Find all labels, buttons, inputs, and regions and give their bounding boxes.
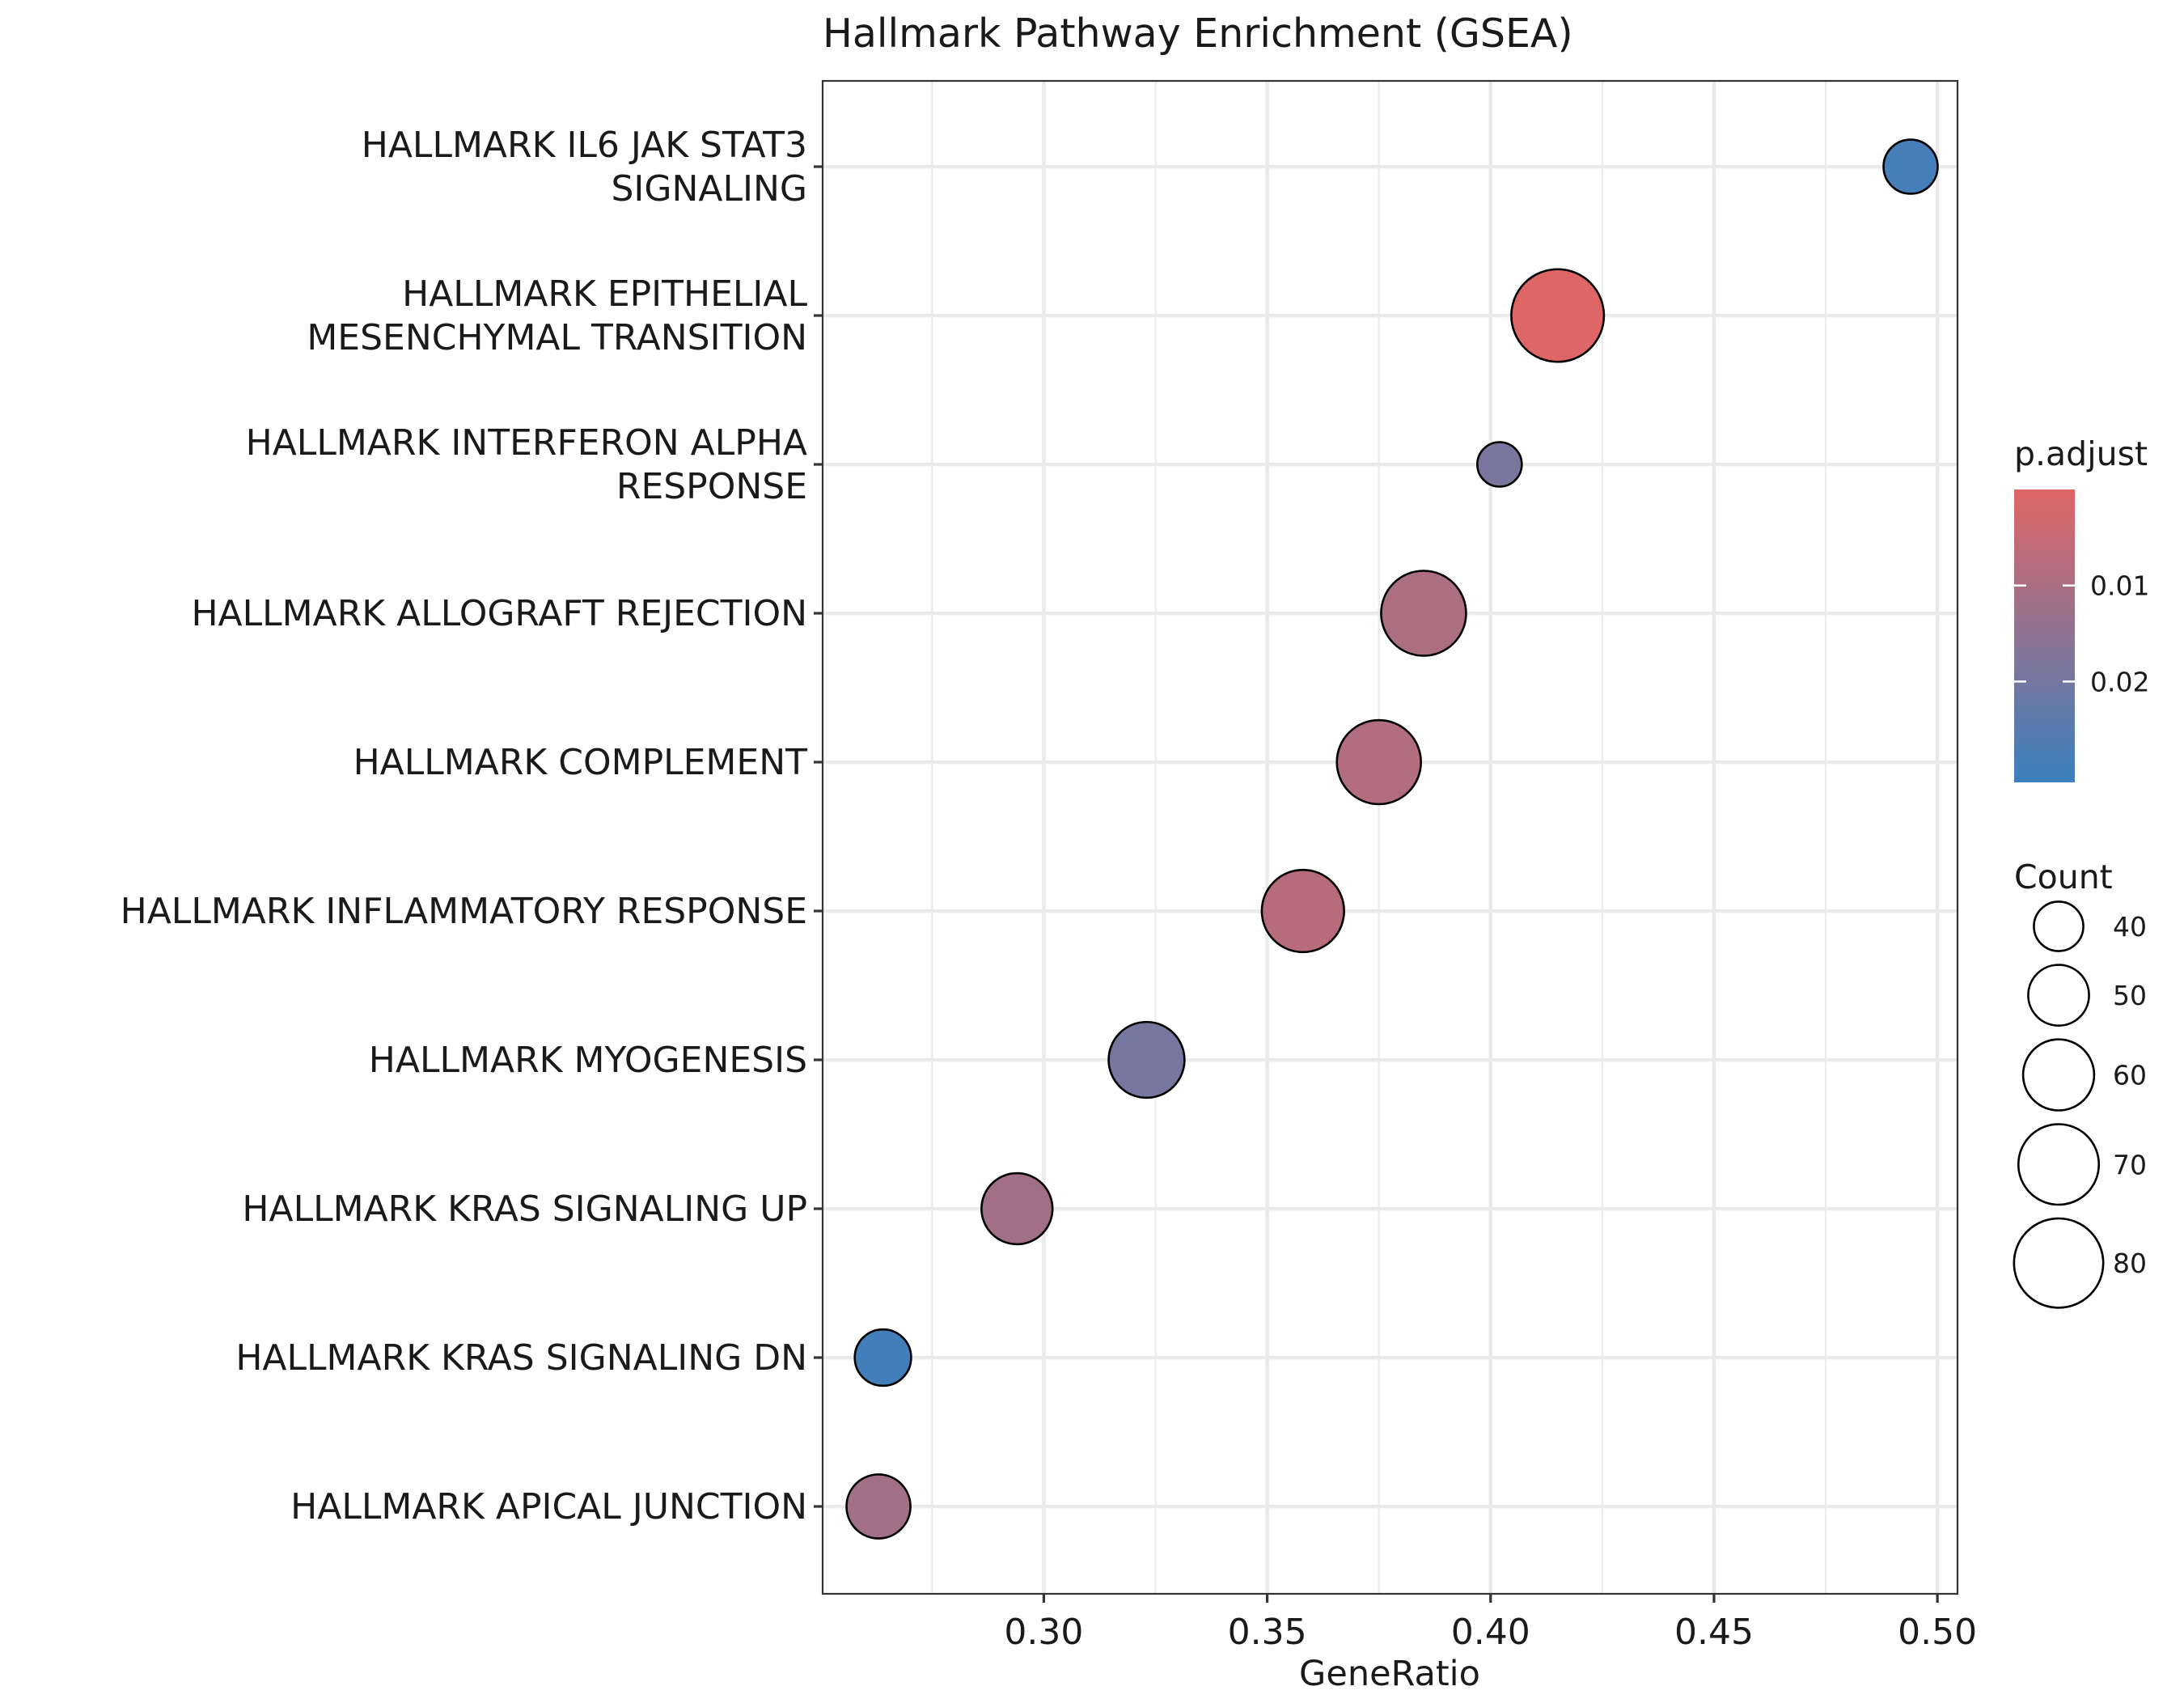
y-tick-label: HALLMARK COMPLEMENT <box>353 742 808 783</box>
size-legend-label: 40 <box>2113 911 2147 943</box>
colorbar-ticks: 0.01 0.02 <box>2014 570 2149 697</box>
chart-title: Hallmark Pathway Enrichment (GSEA) <box>823 11 1573 57</box>
y-tick-label: HALLMARK INTERFERON ALPHA RESPONSE <box>246 422 807 507</box>
x-axis: 0.30 0.35 0.40 0.45 0.50 <box>1004 1594 1977 1653</box>
size-legend: Count 40 50 60 70 80 <box>2013 858 2147 1309</box>
data-point <box>1260 868 1345 954</box>
data-point <box>1107 1020 1186 1099</box>
colorbar-tick-label: 0.02 <box>2090 666 2149 697</box>
size-legend-title: Count <box>2014 858 2113 896</box>
x-tick-label: 0.50 <box>1898 1612 1977 1653</box>
x-tick-label: 0.30 <box>1004 1612 1083 1653</box>
data-point <box>1335 718 1422 806</box>
x-tick-label: 0.40 <box>1451 1612 1530 1653</box>
grid-lines <box>823 81 1958 1594</box>
x-axis-title: GeneRatio <box>1299 1654 1480 1694</box>
x-tick-label: 0.45 <box>1674 1612 1754 1653</box>
data-point <box>980 1172 1054 1246</box>
colorbar-tick-label: 0.01 <box>2090 570 2149 602</box>
data-point <box>1476 441 1523 488</box>
plot-panel-border <box>821 79 1959 1595</box>
size-legend-key <box>2021 1038 2096 1112</box>
y-tick-label: HALLMARK APICAL JUNCTION <box>290 1486 807 1527</box>
size-legend-key <box>2017 1123 2101 1206</box>
y-tick-label: HALLMARK IL6 JAK STAT3 SIGNALING <box>362 125 807 210</box>
y-tick-label: HALLMARK ALLOGRAFT REJECTION <box>191 593 807 634</box>
color-legend-title: p.adjust <box>2014 434 2148 473</box>
size-legend-key <box>2013 1217 2105 1309</box>
y-tick-label: HALLMARK EPITHELIAL MESENCHYMAL TRANSITIO… <box>307 273 807 358</box>
x-tick-label: 0.35 <box>1228 1612 1307 1653</box>
data-point <box>1380 570 1467 657</box>
size-legend-label: 60 <box>2113 1060 2147 1091</box>
data-point <box>845 1473 912 1540</box>
data-point <box>1510 268 1606 363</box>
size-legend-key <box>2027 964 2090 1027</box>
size-legend-keys: 40 50 60 70 80 <box>2013 900 2147 1309</box>
size-legend-label: 50 <box>2113 980 2147 1011</box>
color-legend: p.adjust 0.01 0.02 <box>2014 434 2149 782</box>
colorbar <box>2014 489 2075 782</box>
y-axis: HALLMARK IL6 JAK STAT3 SIGNALING HALLMARK … <box>121 125 823 1527</box>
y-tick-label: HALLMARK MYOGENESIS <box>369 1040 807 1081</box>
y-tick-label: HALLMARK KRAS SIGNALING DN <box>235 1337 807 1379</box>
size-legend-label: 70 <box>2113 1149 2147 1180</box>
data-points <box>845 138 1939 1540</box>
size-legend-key <box>2033 900 2085 952</box>
y-tick-label: HALLMARK KRAS SIGNALING UP <box>242 1188 807 1230</box>
y-tick-label: HALLMARK INFLAMMATORY RESPONSE <box>121 891 807 932</box>
size-legend-label: 80 <box>2113 1248 2147 1279</box>
data-point <box>1882 138 1939 195</box>
data-point <box>853 1328 912 1388</box>
